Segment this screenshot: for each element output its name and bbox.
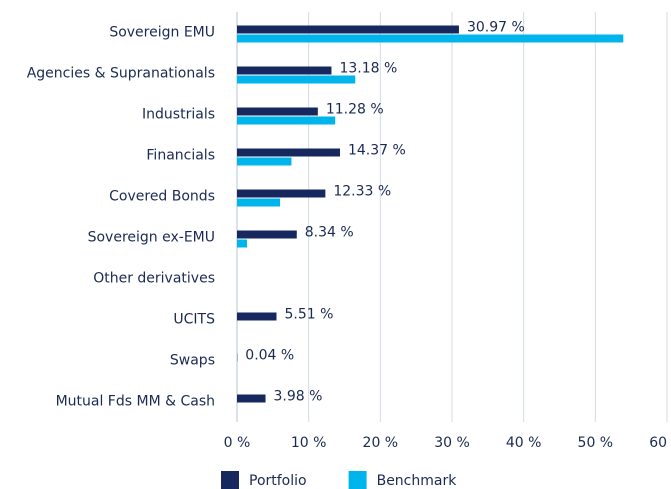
bar	[237, 107, 318, 116]
legend-label: Portfolio	[249, 473, 307, 489]
bar	[237, 198, 280, 207]
legend-label: Benchmark	[377, 473, 458, 489]
x-tick-label: 50 %	[578, 435, 614, 451]
category-label: Industrials	[142, 107, 215, 123]
bar	[237, 25, 459, 34]
x-tick-label: 0 %	[224, 435, 251, 451]
bar	[237, 394, 266, 403]
value-label: 13.18 %	[339, 61, 397, 77]
category-label: Financials	[146, 148, 215, 164]
bar	[237, 148, 340, 157]
category-label: Swaps	[170, 353, 215, 369]
bar	[237, 66, 332, 75]
category-label: Other derivatives	[93, 271, 215, 287]
bar	[237, 230, 297, 239]
category-label: Covered Bonds	[109, 189, 215, 205]
legend-swatch	[221, 471, 239, 489]
legend-swatch	[348, 471, 367, 489]
x-tick-label: 60 %	[649, 435, 671, 451]
x-tick-label: 30 %	[434, 435, 470, 451]
value-label: 0.04 %	[245, 348, 294, 364]
value-label: 5.51 %	[284, 307, 333, 323]
bar	[237, 239, 248, 248]
bar	[237, 189, 326, 198]
value-label: 8.34 %	[305, 225, 354, 241]
bar	[237, 157, 292, 166]
value-label: 11.28 %	[326, 102, 384, 118]
value-label: 3.98 %	[274, 389, 323, 405]
bar	[237, 34, 624, 43]
x-tick-label: 10 %	[291, 435, 327, 451]
x-tick-label: 40 %	[506, 435, 542, 451]
category-label: Agencies & Supranationals	[27, 66, 215, 82]
category-label: Sovereign ex-EMU	[88, 230, 215, 246]
x-tick-label: 20 %	[363, 435, 399, 451]
category-label: UCITS	[173, 312, 215, 328]
category-label: Sovereign EMU	[109, 25, 215, 41]
value-label: 30.97 %	[467, 20, 525, 36]
value-label: 14.37 %	[348, 143, 406, 159]
bar	[237, 75, 356, 84]
bar	[237, 312, 277, 321]
bar	[237, 116, 336, 125]
category-label: Mutual Fds MM & Cash	[56, 394, 215, 410]
value-label: 12.33 %	[333, 184, 391, 200]
